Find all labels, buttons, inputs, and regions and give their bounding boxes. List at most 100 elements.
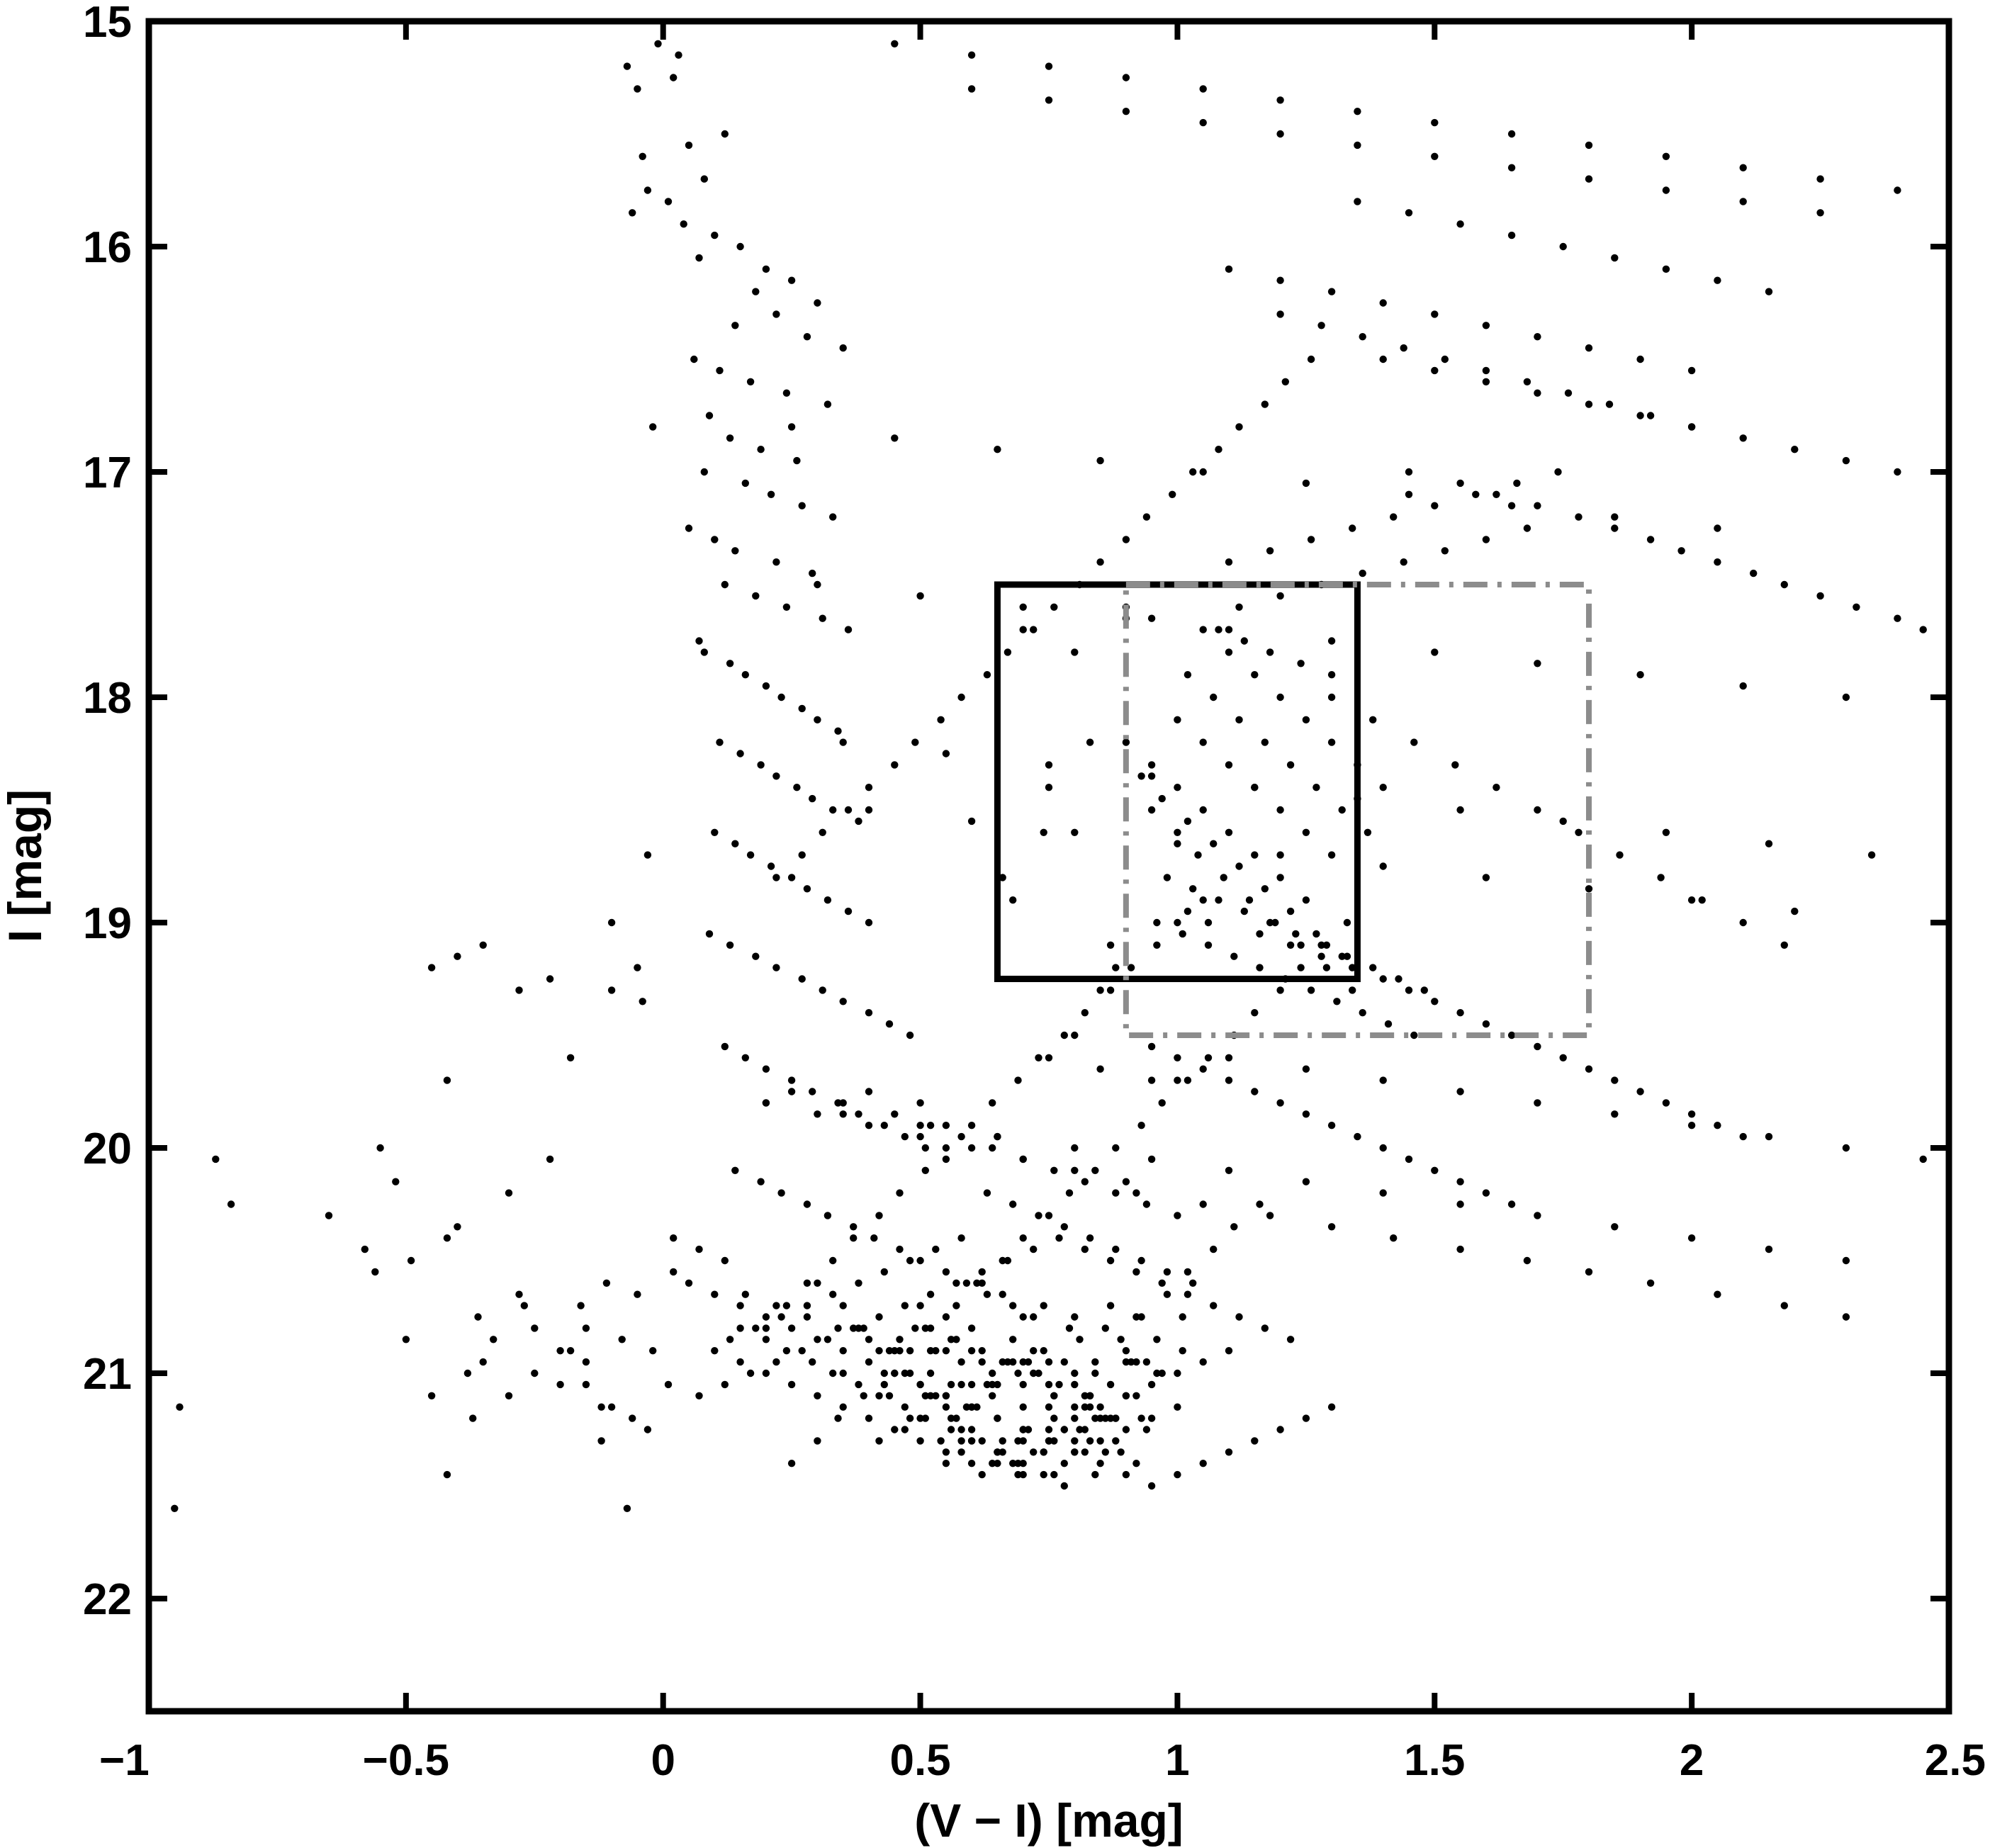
data-point bbox=[978, 1358, 986, 1366]
data-point bbox=[546, 975, 554, 983]
data-point bbox=[1194, 851, 1202, 859]
data-point bbox=[721, 1380, 729, 1389]
data-point bbox=[1174, 784, 1181, 791]
data-point bbox=[1055, 1380, 1063, 1389]
data-point bbox=[1816, 175, 1824, 183]
data-point bbox=[1564, 389, 1573, 397]
data-point bbox=[839, 1099, 847, 1107]
data-point bbox=[1739, 1132, 1747, 1141]
data-point bbox=[1585, 885, 1593, 893]
data-point bbox=[942, 1155, 950, 1164]
data-point bbox=[1055, 1234, 1063, 1242]
data-point bbox=[695, 254, 703, 262]
data-point bbox=[629, 1414, 636, 1422]
data-point bbox=[1009, 896, 1017, 904]
data-point bbox=[1153, 1336, 1161, 1343]
data-point bbox=[1030, 1448, 1038, 1456]
data-point bbox=[1611, 513, 1619, 521]
data-point bbox=[989, 1369, 996, 1377]
data-point bbox=[1276, 806, 1284, 814]
data-point bbox=[664, 198, 673, 205]
data-point bbox=[1019, 1437, 1027, 1445]
data-point bbox=[1286, 941, 1295, 950]
data-point bbox=[1235, 423, 1243, 431]
data-point bbox=[1919, 626, 1927, 633]
x-tick-label: 0.5 bbox=[889, 1736, 950, 1785]
data-point bbox=[1559, 242, 1567, 251]
data-point bbox=[814, 299, 821, 307]
data-point bbox=[901, 1369, 909, 1377]
data-point bbox=[906, 1414, 914, 1422]
data-point bbox=[531, 1369, 539, 1377]
data-point bbox=[1179, 1347, 1186, 1355]
data-point bbox=[1019, 1234, 1027, 1242]
data-point bbox=[860, 1324, 867, 1332]
data-point bbox=[1122, 1358, 1130, 1366]
data-point bbox=[1534, 1099, 1541, 1107]
data-point bbox=[1004, 1358, 1012, 1366]
data-point bbox=[891, 1369, 899, 1377]
data-point bbox=[376, 1144, 384, 1152]
data-point bbox=[1235, 862, 1243, 870]
data-point bbox=[814, 1336, 821, 1343]
data-point bbox=[1646, 536, 1655, 543]
data-point bbox=[670, 1234, 678, 1242]
data-point bbox=[1842, 456, 1850, 465]
data-point bbox=[1687, 896, 1696, 904]
data-point bbox=[1086, 1234, 1094, 1242]
data-point bbox=[855, 1380, 862, 1389]
data-point bbox=[1302, 1110, 1310, 1118]
data-point bbox=[1842, 1313, 1850, 1321]
data-point bbox=[1045, 761, 1053, 769]
data-point bbox=[1117, 1336, 1125, 1343]
data-point bbox=[643, 1426, 652, 1433]
data-point bbox=[1714, 1122, 1721, 1129]
data-point bbox=[994, 446, 1001, 453]
data-point bbox=[819, 828, 826, 837]
data-point bbox=[1513, 479, 1521, 488]
data-point bbox=[1894, 468, 1901, 476]
data-point bbox=[1677, 547, 1685, 555]
data-point bbox=[834, 1324, 842, 1332]
data-point bbox=[1492, 490, 1500, 498]
data-point bbox=[865, 1336, 873, 1343]
plot-frame bbox=[145, 18, 1952, 1715]
data-point bbox=[999, 1358, 1006, 1366]
data-point bbox=[1081, 1448, 1089, 1456]
data-point bbox=[1739, 918, 1747, 927]
data-point bbox=[973, 1403, 981, 1411]
data-point bbox=[921, 1392, 930, 1400]
data-point bbox=[1327, 851, 1336, 859]
data-point bbox=[803, 885, 811, 893]
data-point bbox=[1456, 806, 1464, 814]
data-point bbox=[942, 1122, 950, 1129]
data-point bbox=[721, 130, 729, 138]
data-point bbox=[1780, 580, 1788, 589]
data-point bbox=[1147, 1076, 1156, 1084]
data-point bbox=[649, 423, 657, 431]
data-point bbox=[1359, 569, 1366, 578]
data-point bbox=[1096, 456, 1104, 465]
data-point bbox=[1765, 1245, 1773, 1253]
data-point bbox=[1024, 1358, 1033, 1366]
data-point bbox=[865, 1358, 873, 1366]
data-point bbox=[1662, 152, 1670, 160]
data-point bbox=[736, 242, 744, 251]
data-point bbox=[1086, 738, 1094, 746]
data-point bbox=[1147, 1414, 1156, 1422]
data-point bbox=[1101, 1324, 1110, 1332]
data-point bbox=[1071, 648, 1079, 656]
data-point bbox=[957, 1380, 965, 1389]
data-point bbox=[721, 1256, 729, 1265]
data-point bbox=[1179, 930, 1186, 938]
data-point bbox=[855, 1324, 862, 1332]
data-point bbox=[967, 1460, 976, 1467]
data-point bbox=[1132, 1189, 1140, 1197]
data-point bbox=[1507, 1200, 1516, 1208]
data-point bbox=[896, 1347, 904, 1355]
data-point bbox=[597, 1403, 605, 1411]
data-point bbox=[839, 344, 847, 352]
data-point bbox=[1636, 355, 1644, 364]
data-point bbox=[772, 1358, 780, 1366]
data-point bbox=[1174, 918, 1181, 927]
